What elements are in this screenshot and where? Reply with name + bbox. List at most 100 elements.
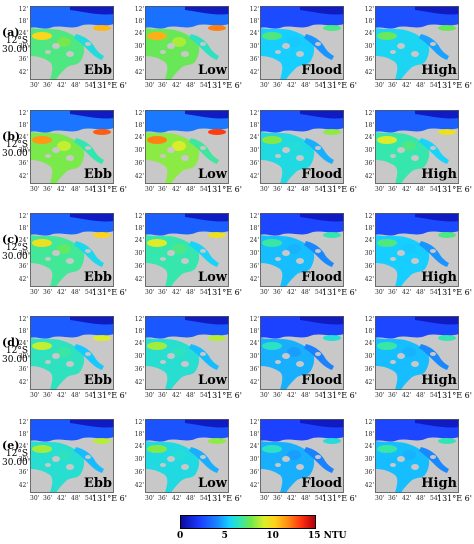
lon-tick-label: 30': [260, 186, 270, 193]
map-svg: [375, 110, 459, 184]
island: [296, 258, 304, 264]
lat-tick-label: 42': [364, 379, 374, 386]
estuary-arm: [304, 241, 334, 267]
lon-tick-label: 30': [145, 82, 155, 89]
panel-frame: [375, 213, 459, 287]
lon-tick-label: 54': [85, 186, 95, 193]
lon-main-label: 131°E 6': [92, 288, 127, 297]
turbidity-patch: [402, 244, 416, 254]
lat-main-label: 12°S: [5, 140, 28, 150]
island: [296, 464, 304, 470]
lon-main-label: 131°E 6': [207, 494, 242, 503]
island: [66, 258, 74, 264]
lon-tick-label: 54': [315, 186, 325, 193]
island: [282, 43, 290, 49]
colorbar-tick-label: 0: [177, 531, 184, 541]
island: [275, 463, 281, 467]
lat-tick-label: 12': [18, 213, 28, 220]
estuary-arm: [304, 447, 334, 473]
lat-main-label: 12°S: [5, 346, 28, 356]
lat-tick-label: 36': [18, 56, 28, 63]
turbidity-patch: [287, 347, 301, 357]
island: [66, 155, 74, 161]
lat-tick-label: 42': [249, 276, 259, 283]
row-label: (d): [2, 336, 21, 349]
lon-tick-label: 54': [430, 289, 440, 296]
island: [200, 352, 206, 356]
turbidity-patch: [93, 232, 111, 238]
lon-tick-label: 54': [200, 186, 210, 193]
island: [430, 42, 436, 46]
island: [181, 155, 189, 161]
turbidity-patch: [323, 25, 341, 31]
lon-tick-label: 30': [30, 392, 40, 399]
estuary-arm: [189, 241, 219, 267]
map-panel: High: [375, 419, 459, 493]
map-svg: [375, 6, 459, 80]
lat-tick-label: 42': [249, 379, 259, 386]
turbidity-patch: [172, 347, 186, 357]
lon-tick-label: 54': [430, 495, 440, 502]
lon-tick-label: 48': [186, 186, 196, 193]
map-svg: [30, 110, 114, 184]
lon-tick-label: 42': [287, 82, 297, 89]
lon-tick-label: 54': [200, 392, 210, 399]
lon-tick-label: 48': [301, 82, 311, 89]
map-svg: [30, 6, 114, 80]
island: [390, 50, 396, 54]
turbidity-patch: [147, 136, 167, 144]
estuary-arm: [189, 34, 219, 60]
island: [160, 463, 166, 467]
map-panel: High: [375, 110, 459, 184]
lon-tick-label: 30': [260, 495, 270, 502]
lat-tick-label: 18': [364, 18, 374, 25]
lon-tick-label: 30': [30, 186, 40, 193]
turbidity-patch: [438, 25, 456, 31]
lat-tick-label: 12': [249, 6, 259, 13]
lat-tick-label: 42': [18, 173, 28, 180]
turbidity-patch: [32, 342, 52, 350]
estuary-arm: [304, 344, 334, 370]
estuary-arm: [74, 447, 104, 473]
lon-tick-label: 36': [273, 82, 283, 89]
island: [275, 154, 281, 158]
turbidity-patch: [438, 129, 456, 135]
island: [430, 249, 436, 253]
lat-tick-label: 12': [364, 110, 374, 117]
lat-tick-label: 24': [18, 340, 28, 347]
lon-main-label: 131°E 6': [92, 494, 127, 503]
lon-main-label: 131°E 6': [437, 185, 472, 194]
deep-water: [300, 213, 344, 222]
lon-tick-label: 42': [172, 186, 182, 193]
lon-tick-label: 42': [172, 82, 182, 89]
lat-tick-label: 12': [249, 110, 259, 117]
lon-main-label: 131°E 6': [437, 391, 472, 400]
island: [411, 361, 419, 367]
lon-tick-label: 48': [186, 289, 196, 296]
tide-label: Low: [197, 373, 227, 388]
turbidity-patch: [57, 37, 71, 47]
lon-tick-label: 42': [287, 392, 297, 399]
map-panel: High: [375, 316, 459, 390]
lat-tick-label: 24': [134, 443, 144, 450]
lon-tick-label: 30': [145, 289, 155, 296]
panel-frame: [30, 110, 114, 184]
panel-frame: [145, 419, 229, 493]
lat-tick-label: 36': [364, 366, 374, 373]
lon-tick-label: 36': [273, 186, 283, 193]
deep-water: [185, 419, 229, 428]
map-svg: [375, 213, 459, 287]
tide-label: Ebb: [83, 63, 112, 78]
lon-main-label: 131°E 6': [92, 81, 127, 90]
turbidity-patch: [262, 136, 282, 144]
estuary-arm: [304, 138, 334, 164]
island: [411, 258, 419, 264]
tide-label: High: [421, 167, 457, 182]
map-panel: Low: [145, 419, 229, 493]
panel-frame: [375, 110, 459, 184]
lat-tick-label: 12': [134, 316, 144, 323]
lon-tick-label: 36': [43, 289, 53, 296]
lat-tick-label: 18': [18, 122, 28, 129]
lat-tick-label: 30': [364, 147, 374, 154]
deep-water: [415, 110, 459, 119]
